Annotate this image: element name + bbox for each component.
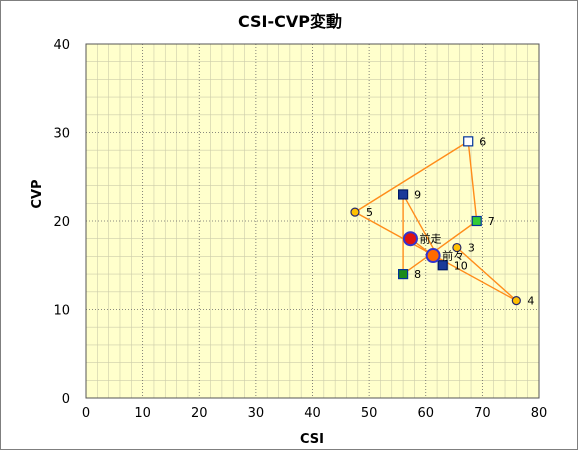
x-tick-label: 20: [191, 406, 208, 421]
data-point: [463, 136, 474, 147]
highlight-point: [425, 248, 441, 264]
y-tick-label: 40: [53, 38, 70, 53]
y-tick-label: 30: [53, 127, 70, 142]
y-tick-label: 10: [53, 304, 70, 319]
data-point: [398, 269, 409, 280]
y-tick-labels: 0 10 20 30 40: [53, 38, 70, 407]
data-point: [452, 242, 462, 253]
x-tick-label: 10: [134, 406, 151, 421]
x-tick-label: 30: [248, 406, 265, 421]
data-point: [437, 260, 448, 271]
data-point: [511, 296, 521, 306]
x-axis-label: CSI: [300, 432, 324, 447]
highlight-label: 前々: [442, 249, 464, 263]
data-label: 3: [468, 242, 475, 255]
data-label: 9: [414, 188, 421, 201]
data-label: 5: [366, 206, 373, 219]
chart-title: CSI-CVP変動: [238, 12, 342, 31]
path-segment: [402, 220, 478, 275]
y-tick-label: 20: [53, 215, 70, 230]
data-label: 4: [527, 295, 534, 308]
path-segment: [467, 141, 478, 222]
data-label: 6: [479, 135, 486, 148]
major-grid: [86, 44, 539, 398]
highlight-point: [402, 231, 418, 247]
y-tick-label: 0: [62, 392, 70, 407]
data-points: [350, 136, 521, 306]
x-tick-labels: 0 10 20 30 40 50 60 70 80: [82, 406, 547, 421]
data-point: [350, 207, 360, 217]
data-label: 8: [414, 268, 421, 281]
highlight-label: 前走: [419, 232, 441, 246]
path-segment: [456, 247, 517, 302]
x-tick-label: 80: [531, 406, 548, 421]
x-tick-label: 0: [82, 406, 90, 421]
x-tick-label: 40: [304, 406, 321, 421]
data-point: [398, 189, 409, 200]
y-axis-label: CVP: [30, 179, 45, 208]
x-tick-label: 50: [361, 406, 378, 421]
data-point: [471, 215, 482, 227]
plot-border: [85, 43, 540, 399]
x-tick-label: 60: [417, 406, 434, 421]
data-label: 10: [454, 259, 468, 272]
x-tick-label: 70: [474, 406, 491, 421]
path-segment: [354, 140, 469, 213]
data-label: 7: [488, 215, 495, 228]
